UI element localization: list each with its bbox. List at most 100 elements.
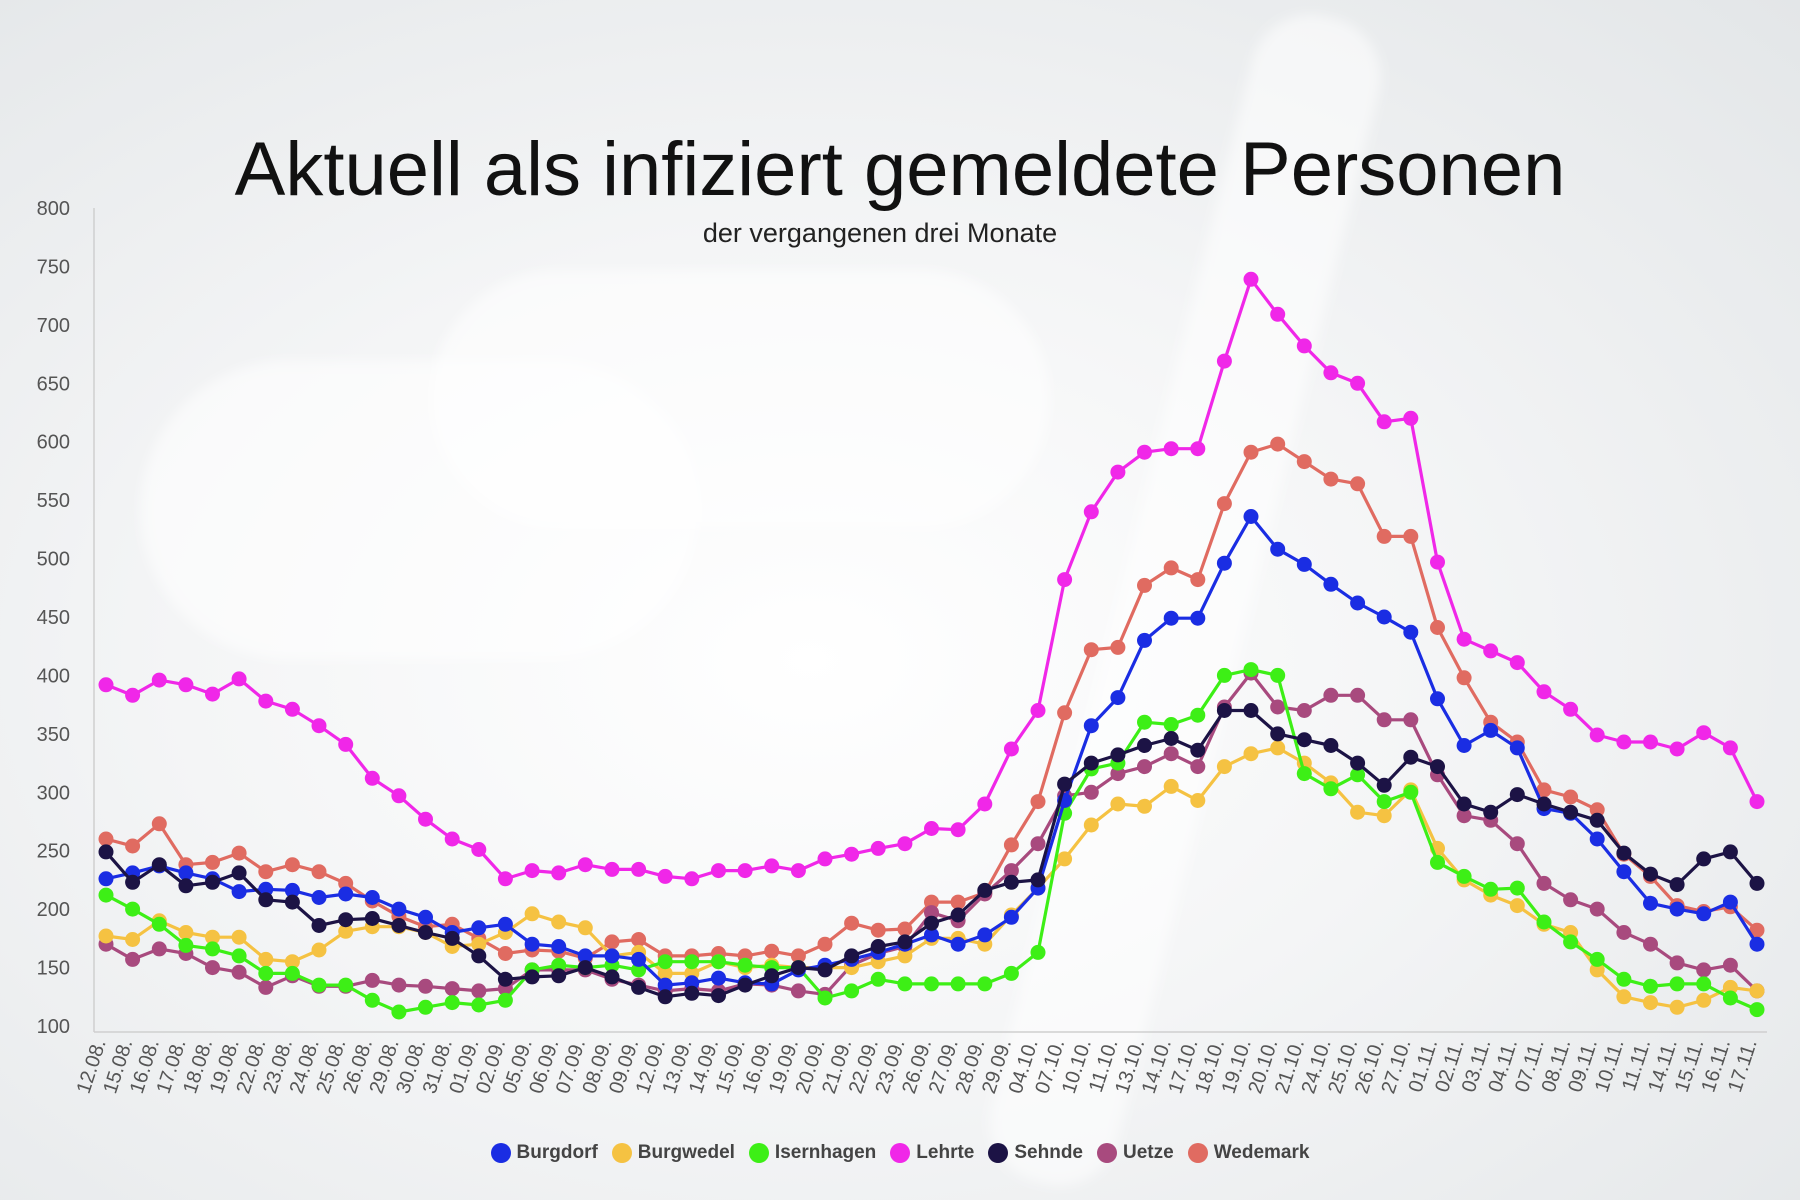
data-point-wedemark[interactable]: [924, 894, 939, 910]
data-point-isernhagen[interactable]: [1323, 781, 1339, 797]
data-point-isernhagen[interactable]: [1003, 965, 1019, 981]
data-point-lehrte[interactable]: [391, 788, 407, 804]
data-point-burgwedel[interactable]: [284, 954, 300, 970]
data-point-isernhagen[interactable]: [444, 995, 460, 1011]
data-point-sehnde[interactable]: [258, 892, 274, 908]
data-point-burgwedel[interactable]: [524, 906, 540, 922]
data-point-lehrte[interactable]: [551, 865, 567, 881]
data-point-burgwedel[interactable]: [178, 925, 194, 940]
data-point-sehnde[interactable]: [284, 894, 300, 910]
data-point-burgwedel[interactable]: [125, 932, 141, 947]
data-point-burgdorf[interactable]: [711, 970, 726, 986]
data-point-isernhagen[interactable]: [1190, 707, 1206, 723]
data-point-sehnde[interactable]: [1669, 877, 1685, 893]
data-point-burgdorf[interactable]: [1216, 555, 1232, 571]
data-point-isernhagen[interactable]: [657, 954, 673, 970]
data-point-lehrte[interactable]: [1190, 441, 1206, 457]
data-point-sehnde[interactable]: [178, 878, 194, 894]
data-point-sehnde[interactable]: [1110, 747, 1126, 763]
data-point-wedemark[interactable]: [1163, 560, 1179, 576]
data-point-sehnde[interactable]: [1190, 742, 1206, 758]
data-point-lehrte[interactable]: [231, 671, 247, 687]
data-point-burgwedel[interactable]: [1137, 798, 1152, 814]
data-point-wedemark[interactable]: [1536, 782, 1552, 798]
data-point-uetze[interactable]: [1163, 746, 1179, 762]
data-point-burgwedel[interactable]: [1696, 992, 1712, 1008]
data-point-burgdorf[interactable]: [1350, 595, 1366, 611]
data-point-isernhagen[interactable]: [1749, 1002, 1765, 1018]
data-point-burgdorf[interactable]: [1696, 906, 1712, 922]
data-point-sehnde[interactable]: [391, 918, 407, 933]
data-point-wedemark[interactable]: [1003, 837, 1019, 853]
data-point-sehnde[interactable]: [1083, 755, 1099, 771]
data-point-uetze[interactable]: [1110, 766, 1126, 782]
data-point-burgwedel[interactable]: [897, 948, 913, 964]
data-point-lehrte[interactable]: [657, 868, 673, 884]
data-point-sehnde[interactable]: [1057, 776, 1073, 792]
data-point-lehrte[interactable]: [1430, 554, 1445, 570]
data-point-uetze[interactable]: [391, 977, 407, 993]
data-point-wedemark[interactable]: [870, 922, 886, 938]
data-point-uetze[interactable]: [1696, 962, 1712, 978]
data-point-wedemark[interactable]: [1190, 572, 1206, 588]
data-point-sehnde[interactable]: [338, 912, 354, 928]
data-point-sehnde[interactable]: [631, 979, 647, 995]
data-point-burgwedel[interactable]: [1270, 740, 1286, 756]
data-point-sehnde[interactable]: [1137, 738, 1152, 753]
data-point-isernhagen[interactable]: [1563, 934, 1579, 950]
data-point-isernhagen[interactable]: [897, 976, 913, 992]
data-point-sehnde[interactable]: [1722, 844, 1738, 860]
data-point-uetze[interactable]: [1403, 712, 1419, 728]
data-point-isernhagen[interactable]: [1669, 976, 1685, 992]
data-point-burgwedel[interactable]: [1722, 979, 1738, 995]
data-point-burgdorf[interactable]: [284, 882, 300, 898]
data-point-lehrte[interactable]: [1403, 410, 1419, 426]
data-point-burgdorf[interactable]: [1403, 624, 1419, 640]
data-point-burgwedel[interactable]: [1190, 793, 1206, 808]
data-point-burgdorf[interactable]: [1110, 690, 1126, 706]
data-point-isernhagen[interactable]: [950, 976, 966, 992]
data-point-uetze[interactable]: [924, 905, 939, 921]
data-point-isernhagen[interactable]: [151, 916, 167, 932]
data-point-uetze[interactable]: [444, 981, 460, 997]
data-point-lehrte[interactable]: [1536, 684, 1552, 700]
data-point-sehnde[interactable]: [444, 930, 460, 946]
data-point-sehnde[interactable]: [1323, 738, 1339, 753]
data-point-uetze[interactable]: [364, 972, 380, 988]
data-point-lehrte[interactable]: [790, 863, 806, 879]
data-point-lehrte[interactable]: [1216, 353, 1232, 369]
data-point-isernhagen[interactable]: [1216, 667, 1232, 683]
data-point-wedemark[interactable]: [1456, 670, 1472, 686]
data-point-isernhagen[interactable]: [231, 948, 247, 964]
data-point-sehnde[interactable]: [790, 960, 806, 976]
data-point-wedemark[interactable]: [1749, 922, 1765, 938]
data-point-lehrte[interactable]: [125, 687, 141, 703]
data-point-burgwedel[interactable]: [551, 914, 567, 930]
data-point-burgwedel[interactable]: [657, 965, 673, 981]
data-point-wedemark[interactable]: [1563, 789, 1579, 805]
data-point-lehrte[interactable]: [1083, 504, 1099, 520]
data-point-burgdorf[interactable]: [338, 886, 354, 902]
data-point-wedemark[interactable]: [950, 894, 966, 910]
data-point-sehnde[interactable]: [924, 915, 939, 931]
data-point-isernhagen[interactable]: [125, 901, 141, 917]
data-point-wedemark[interactable]: [1110, 639, 1126, 655]
data-point-lehrte[interactable]: [1350, 375, 1366, 391]
data-point-isernhagen[interactable]: [1403, 784, 1419, 800]
data-point-lehrte[interactable]: [604, 861, 620, 877]
data-point-uetze[interactable]: [1509, 836, 1525, 852]
data-point-lehrte[interactable]: [178, 677, 194, 693]
data-point-uetze[interactable]: [1589, 901, 1605, 917]
data-point-burgwedel[interactable]: [1589, 962, 1605, 978]
data-point-burgdorf[interactable]: [924, 927, 939, 943]
data-point-lehrte[interactable]: [418, 811, 433, 827]
data-point-wedemark[interactable]: [1350, 476, 1366, 492]
data-point-burgdorf[interactable]: [1669, 901, 1685, 917]
data-point-burgdorf[interactable]: [1456, 738, 1472, 753]
data-point-isernhagen[interactable]: [924, 976, 939, 992]
data-point-sehnde[interactable]: [1163, 731, 1179, 746]
data-point-burgdorf[interactable]: [364, 890, 380, 905]
data-point-burgwedel[interactable]: [1749, 983, 1765, 999]
data-point-sehnde[interactable]: [364, 911, 380, 926]
data-point-burgdorf[interactable]: [631, 951, 647, 967]
